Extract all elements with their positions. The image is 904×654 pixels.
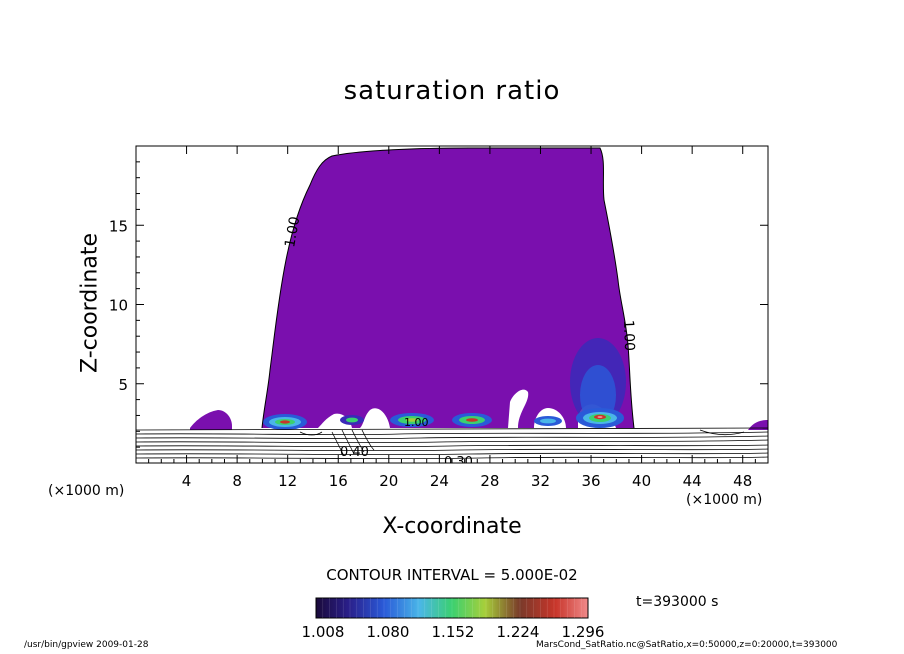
x-unit-label-right: (×1000 m) <box>686 492 763 508</box>
y-tick-label: 5 <box>118 376 128 394</box>
x-tick-label: 40 <box>632 472 651 490</box>
colorbar-tick-label: 1.008 <box>302 623 345 641</box>
x-tick-label: 4 <box>182 472 192 490</box>
x-tick-label: 32 <box>531 472 550 490</box>
x-tick-label: 20 <box>379 472 398 490</box>
contour-label-4: 0.40 <box>340 445 369 460</box>
x-tick-label: 36 <box>581 472 600 490</box>
base-blobs <box>263 408 624 430</box>
colorbar-tick-label: 1.080 <box>367 623 410 641</box>
x-tick-label: 8 <box>232 472 242 490</box>
contour-label-5: 0.30 <box>444 455 473 470</box>
y-tick-label: 10 <box>109 297 128 315</box>
x-tick-label: 12 <box>278 472 297 490</box>
colorbar-tick-label: 1.152 <box>432 623 475 641</box>
y-axis: 5 10 15 <box>109 161 768 448</box>
chart-title: saturation ratio <box>343 76 561 106</box>
cloud-patch-right <box>748 420 768 430</box>
colorbar-tick-label: 1.296 <box>562 623 605 641</box>
footer-right: MarsCond_SatRatio.nc@SatRatio,x=0:50000,… <box>536 640 838 650</box>
x-axis: 4 8 12 16 20 24 28 32 36 40 44 48 <box>148 146 756 490</box>
contour-label-1: 1.00 <box>282 215 303 248</box>
contour-interval-text: CONTOUR INTERVAL = 5.000E-02 <box>326 566 578 584</box>
contour-label-2: 1.00 <box>620 320 637 352</box>
colorbar-tick-label: 1.224 <box>497 623 540 641</box>
contour-label-3: 1.00 <box>404 416 429 429</box>
time-text: t=393000 s <box>636 594 719 610</box>
y-tick-label: 15 <box>109 217 128 235</box>
x-tick-label: 24 <box>430 472 449 490</box>
colorbar-stripes <box>322 598 582 618</box>
x-tick-label: 28 <box>480 472 499 490</box>
x-tick-label: 48 <box>733 472 752 490</box>
x-axis-label: X-coordinate <box>382 514 522 539</box>
cloud-boundary-contour <box>261 147 635 429</box>
x-unit-label-left: (×1000 m) <box>48 483 125 499</box>
colorbar <box>315 597 589 619</box>
cloud-patch-left <box>190 410 232 430</box>
y-axis-label: Z-coordinate <box>77 233 103 373</box>
colorbar-ticks: 1.008 1.080 1.152 1.224 1.296 <box>302 623 605 641</box>
x-tick-label: 16 <box>329 472 348 490</box>
x-tick-label: 44 <box>683 472 702 490</box>
cloud-region <box>262 148 634 428</box>
footer-left: /usr/bin/gpview 2009-01-28 <box>24 640 149 650</box>
